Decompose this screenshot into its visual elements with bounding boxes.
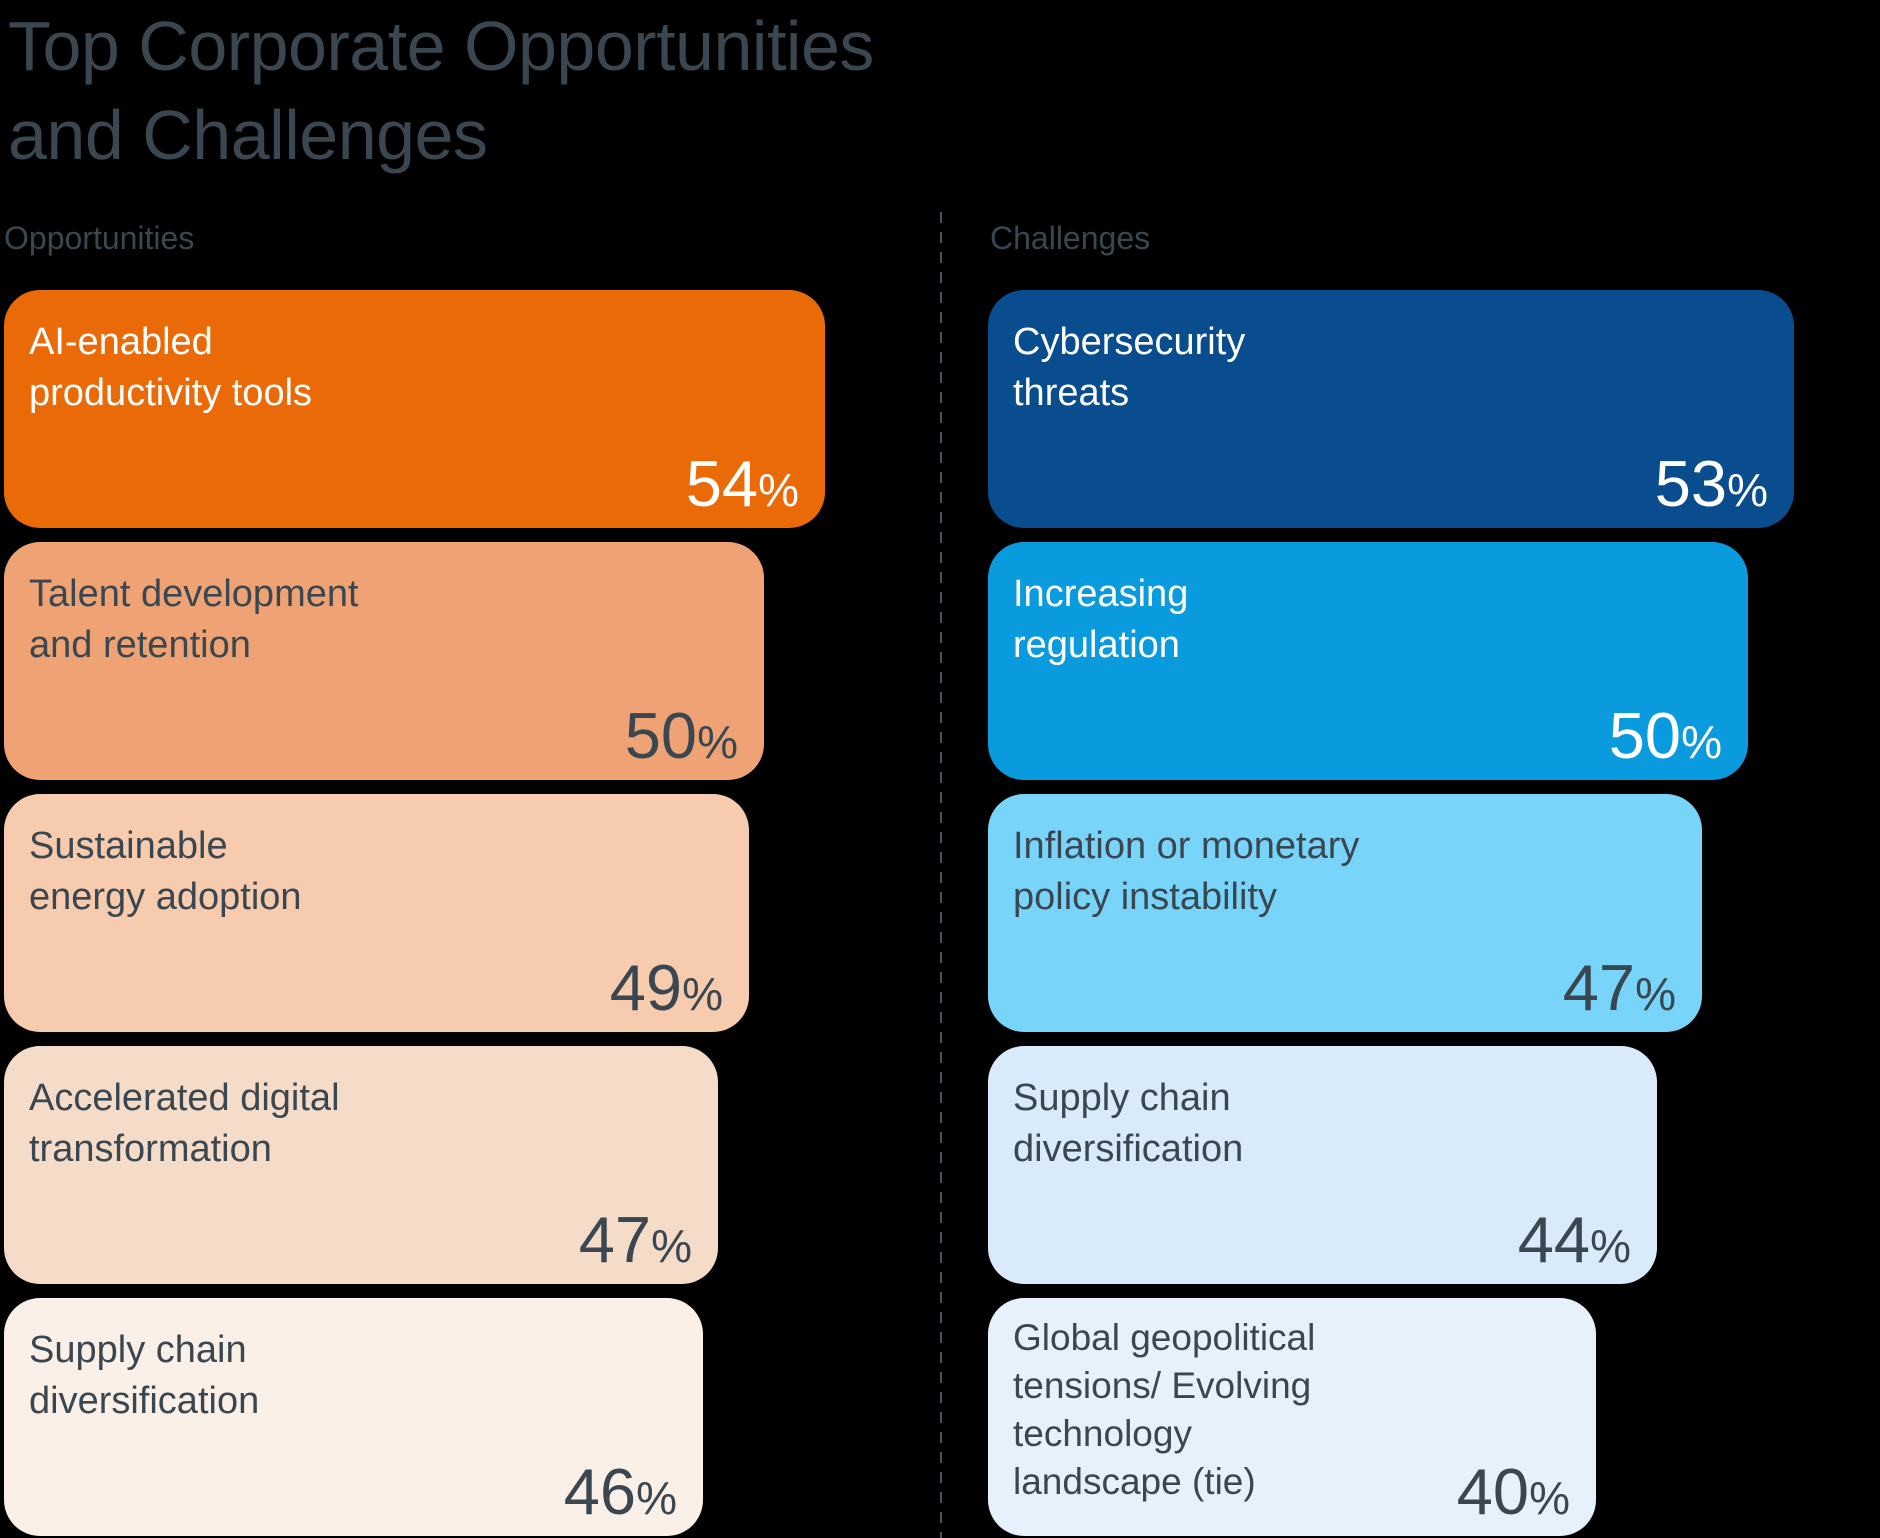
bar-label: AI-enabled productivity tools [29,317,312,419]
bar-value-percent-sign: % [636,1472,677,1524]
bar-value-number: 50 [1608,699,1682,772]
bar-value-percent-sign: % [1635,968,1676,1020]
bar-label: Global geopolitical tensions/ Evolving tec… [1013,1314,1315,1506]
bar-label-line: transformation [29,1128,272,1170]
bar-ai-enabled-productivity-tools: AI-enabled productivity tools 54% [4,290,825,528]
bar-supply-chain-diversification: Supply chain diversification 46% [4,1298,703,1536]
bar-value: 47% [579,1207,692,1272]
bar-value: 50% [625,703,738,768]
bar-label-line: Supply chain [29,1329,247,1371]
bar-value: 46% [564,1459,677,1524]
bar-label-line: Global geopolitical [1013,1317,1316,1358]
bar-label: Sustainable energy adoption [29,821,302,923]
bar-label-line: Inflation or monetary [1013,825,1360,867]
bar-label-line: policy instability [1013,876,1277,918]
bar-value-number: 49 [609,951,683,1024]
bar-value: 53% [1655,451,1768,516]
bar-inflation-or-monetary-policy-instability: Inflation or monetary policy instability 4… [988,794,1702,1032]
bar-label-line: tensions/ Evolving [1013,1365,1312,1406]
bar-label: Supply chain diversification [29,1325,259,1427]
bar-value: 50% [1609,703,1722,768]
column-label-opportunities: Opportunities [4,220,195,256]
bar-value-percent-sign: % [758,464,799,516]
bar-value: 44% [1518,1207,1631,1272]
page-title: Top Corporate Opportunities and Challeng… [8,2,874,180]
bar-label-line: regulation [1013,624,1180,666]
bar-label-line: Increasing [1013,573,1189,615]
column-divider [940,212,942,1538]
bar-label: Increasing regulation [1013,569,1188,671]
bar-value-number: 53 [1654,447,1728,520]
bar-label: Inflation or monetary policy instability [1013,821,1359,923]
bar-label-line: and retention [29,624,251,666]
bar-value: 47% [1563,955,1676,1020]
bar-increasing-regulation: Increasing regulation 50% [988,542,1748,780]
bar-value-number: 44 [1517,1203,1591,1276]
bar-value-percent-sign: % [651,1220,692,1272]
bar-value-number: 50 [624,699,698,772]
bar-value-number: 47 [1562,951,1636,1024]
bar-accelerated-digital-transformation: Accelerated digital transformation 47% [4,1046,718,1284]
bar-value-number: 46 [563,1455,637,1528]
bar-value-percent-sign: % [1590,1220,1631,1272]
bar-value-percent-sign: % [1529,1472,1570,1524]
bar-label-line: technology [1013,1413,1192,1454]
bar-value: 54% [686,451,799,516]
bar-label-line: Cybersecurity [1013,321,1246,363]
bar-label-line: threats [1013,372,1130,414]
page-title-line-2: and Challenges [8,96,488,174]
bar-label-line: diversification [29,1380,260,1422]
bar-label-line: diversification [1013,1128,1244,1170]
bar-label-line: landscape (tie) [1013,1461,1256,1502]
bar-label: Talent development and retention [29,569,359,671]
bar-sustainable-energy-adoption: Sustainable energy adoption 49% [4,794,749,1032]
bar-label-line: Talent development [29,573,359,615]
column-label-challenges: Challenges [990,220,1151,256]
bar-value-percent-sign: % [1681,716,1722,768]
bar-talent-development-and-retention: Talent development and retention 50% [4,542,764,780]
bar-label: Cybersecurity threats [1013,317,1245,419]
bar-value-percent-sign: % [697,716,738,768]
bar-cybersecurity-threats: Cybersecurity threats 53% [988,290,1794,528]
bar-global-geopolitical-tensions-evolving-technology-landscape-tie: Global geopolitical tensions/ Evolving tec… [988,1298,1596,1536]
bar-value-number: 54 [685,447,759,520]
bar-label: Accelerated digital transformation [29,1073,340,1175]
bar-value-number: 40 [1456,1455,1530,1528]
bar-label-line: productivity tools [29,372,313,414]
bar-label-line: energy adoption [29,876,302,918]
bar-value: 49% [610,955,723,1020]
bar-value-percent-sign: % [682,968,723,1020]
bar-label-line: AI-enabled [29,321,213,363]
bar-supply-chain-diversification: Supply chain diversification 44% [988,1046,1657,1284]
bar-label-line: Sustainable [29,825,228,867]
bar-value-number: 47 [578,1203,652,1276]
bar-value-percent-sign: % [1727,464,1768,516]
bar-label-line: Accelerated digital [29,1077,340,1119]
bar-label-line: Supply chain [1013,1077,1231,1119]
page-title-line-1: Top Corporate Opportunities [8,7,874,85]
bar-value: 40% [1457,1459,1570,1524]
bar-label: Supply chain diversification [1013,1073,1243,1175]
